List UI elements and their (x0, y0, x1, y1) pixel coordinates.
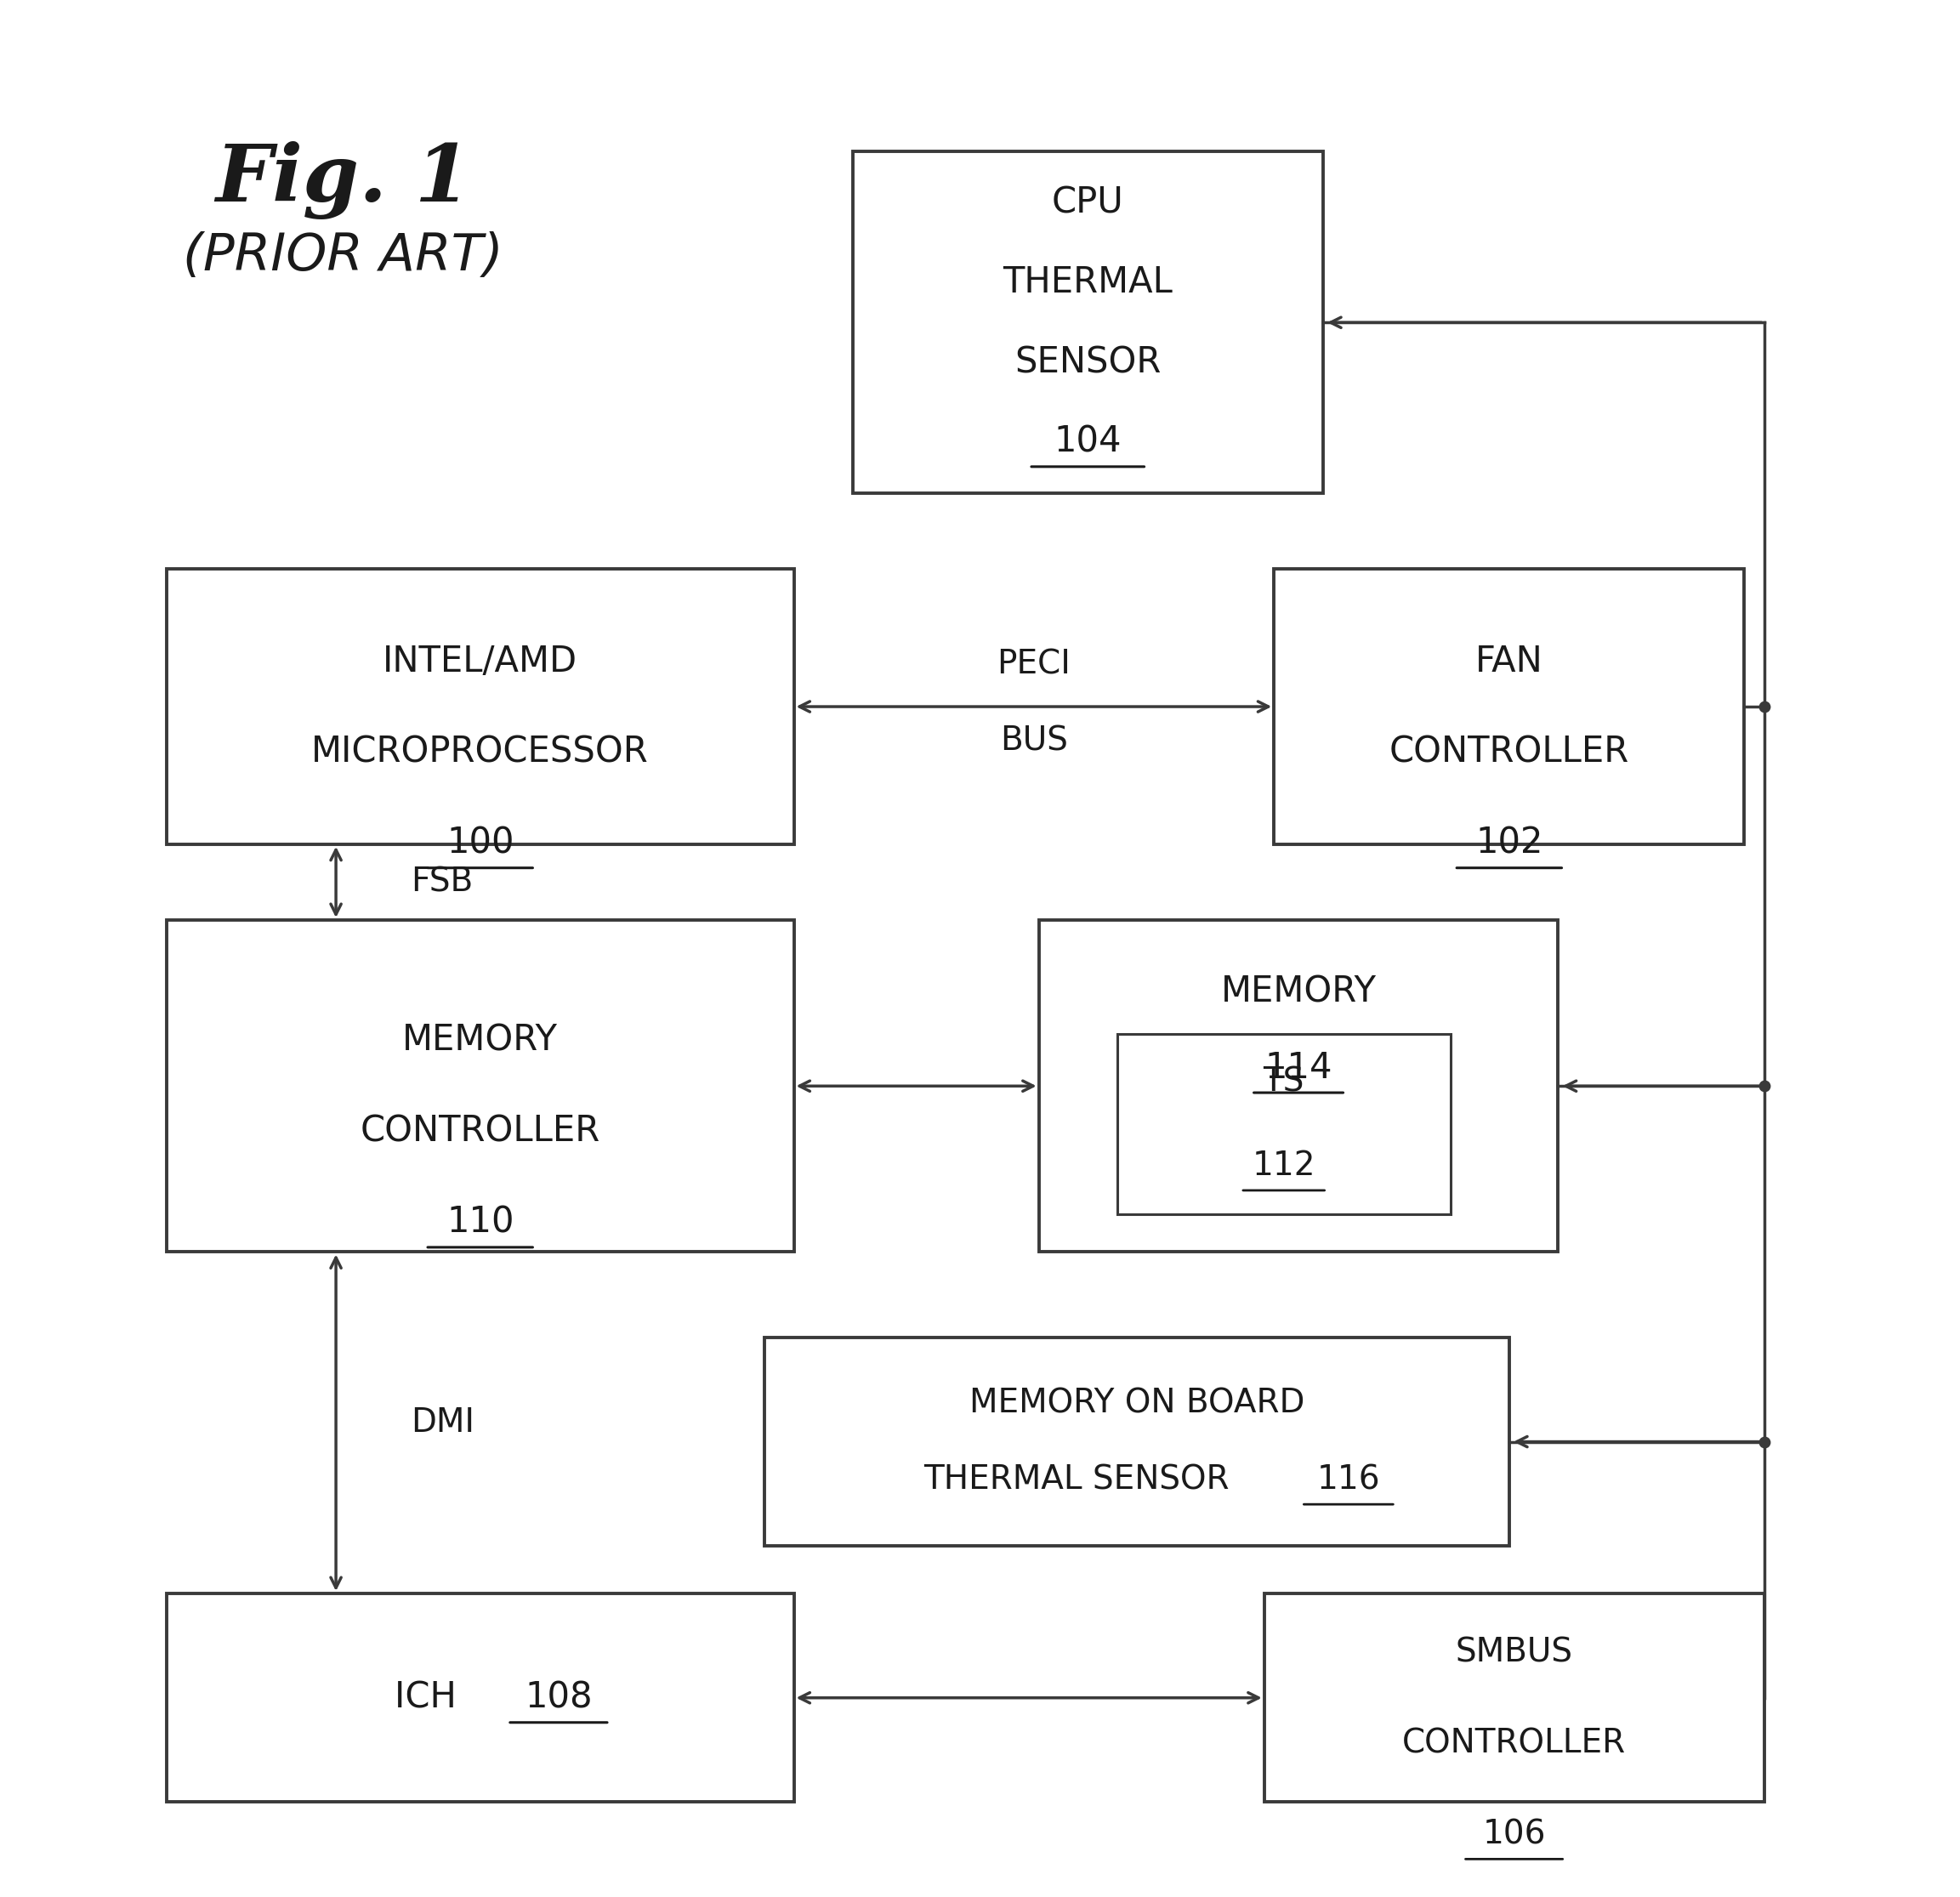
Bar (1117, 1034, 1450, 1214)
Text: MEMORY ON BOARD: MEMORY ON BOARD (968, 1387, 1305, 1421)
Text: INTEL/AMD: INTEL/AMD (382, 643, 578, 679)
Text: Fig. 1: Fig. 1 (216, 140, 470, 220)
Text: MICROPROCESSOR: MICROPROCESSOR (312, 734, 649, 770)
Text: 116: 116 (1317, 1463, 1380, 1497)
Text: DMI: DMI (410, 1406, 474, 1440)
Bar (1274, 569, 1744, 844)
Bar (1039, 920, 1558, 1252)
Text: PECI: PECI (998, 649, 1070, 681)
Text: 100: 100 (447, 825, 514, 861)
Bar (167, 569, 794, 844)
Text: 110: 110 (447, 1205, 514, 1241)
Text: BUS: BUS (1000, 725, 1068, 757)
Text: 112: 112 (1252, 1150, 1315, 1182)
Text: CONTROLLER: CONTROLLER (1390, 734, 1629, 770)
Bar (1264, 1593, 1764, 1802)
Text: 114: 114 (1264, 1051, 1333, 1085)
Bar (167, 1593, 794, 1802)
Text: SMBUS: SMBUS (1456, 1635, 1572, 1669)
Text: SENSOR: SENSOR (1015, 345, 1160, 379)
Text: THERMAL SENSOR: THERMAL SENSOR (923, 1463, 1241, 1497)
Text: THERMAL: THERMAL (1004, 266, 1172, 300)
Text: (PRIOR ART): (PRIOR ART) (182, 231, 504, 281)
Bar (764, 1337, 1509, 1546)
Text: 102: 102 (1476, 825, 1543, 861)
Text: 106: 106 (1482, 1817, 1546, 1851)
Bar (167, 920, 794, 1252)
Text: FAN: FAN (1476, 643, 1543, 679)
Text: CPU: CPU (1053, 186, 1123, 220)
Text: CONTROLLER: CONTROLLER (361, 1114, 600, 1150)
Bar (853, 152, 1323, 493)
Text: TS: TS (1264, 1066, 1303, 1098)
Text: 104: 104 (1054, 425, 1121, 459)
Text: FSB: FSB (410, 865, 472, 899)
Text: ICH: ICH (394, 1681, 468, 1715)
Text: MEMORY: MEMORY (1221, 975, 1376, 1009)
Text: MEMORY: MEMORY (402, 1022, 559, 1059)
Text: CONTROLLER: CONTROLLER (1401, 1726, 1627, 1760)
Text: 108: 108 (525, 1681, 592, 1715)
